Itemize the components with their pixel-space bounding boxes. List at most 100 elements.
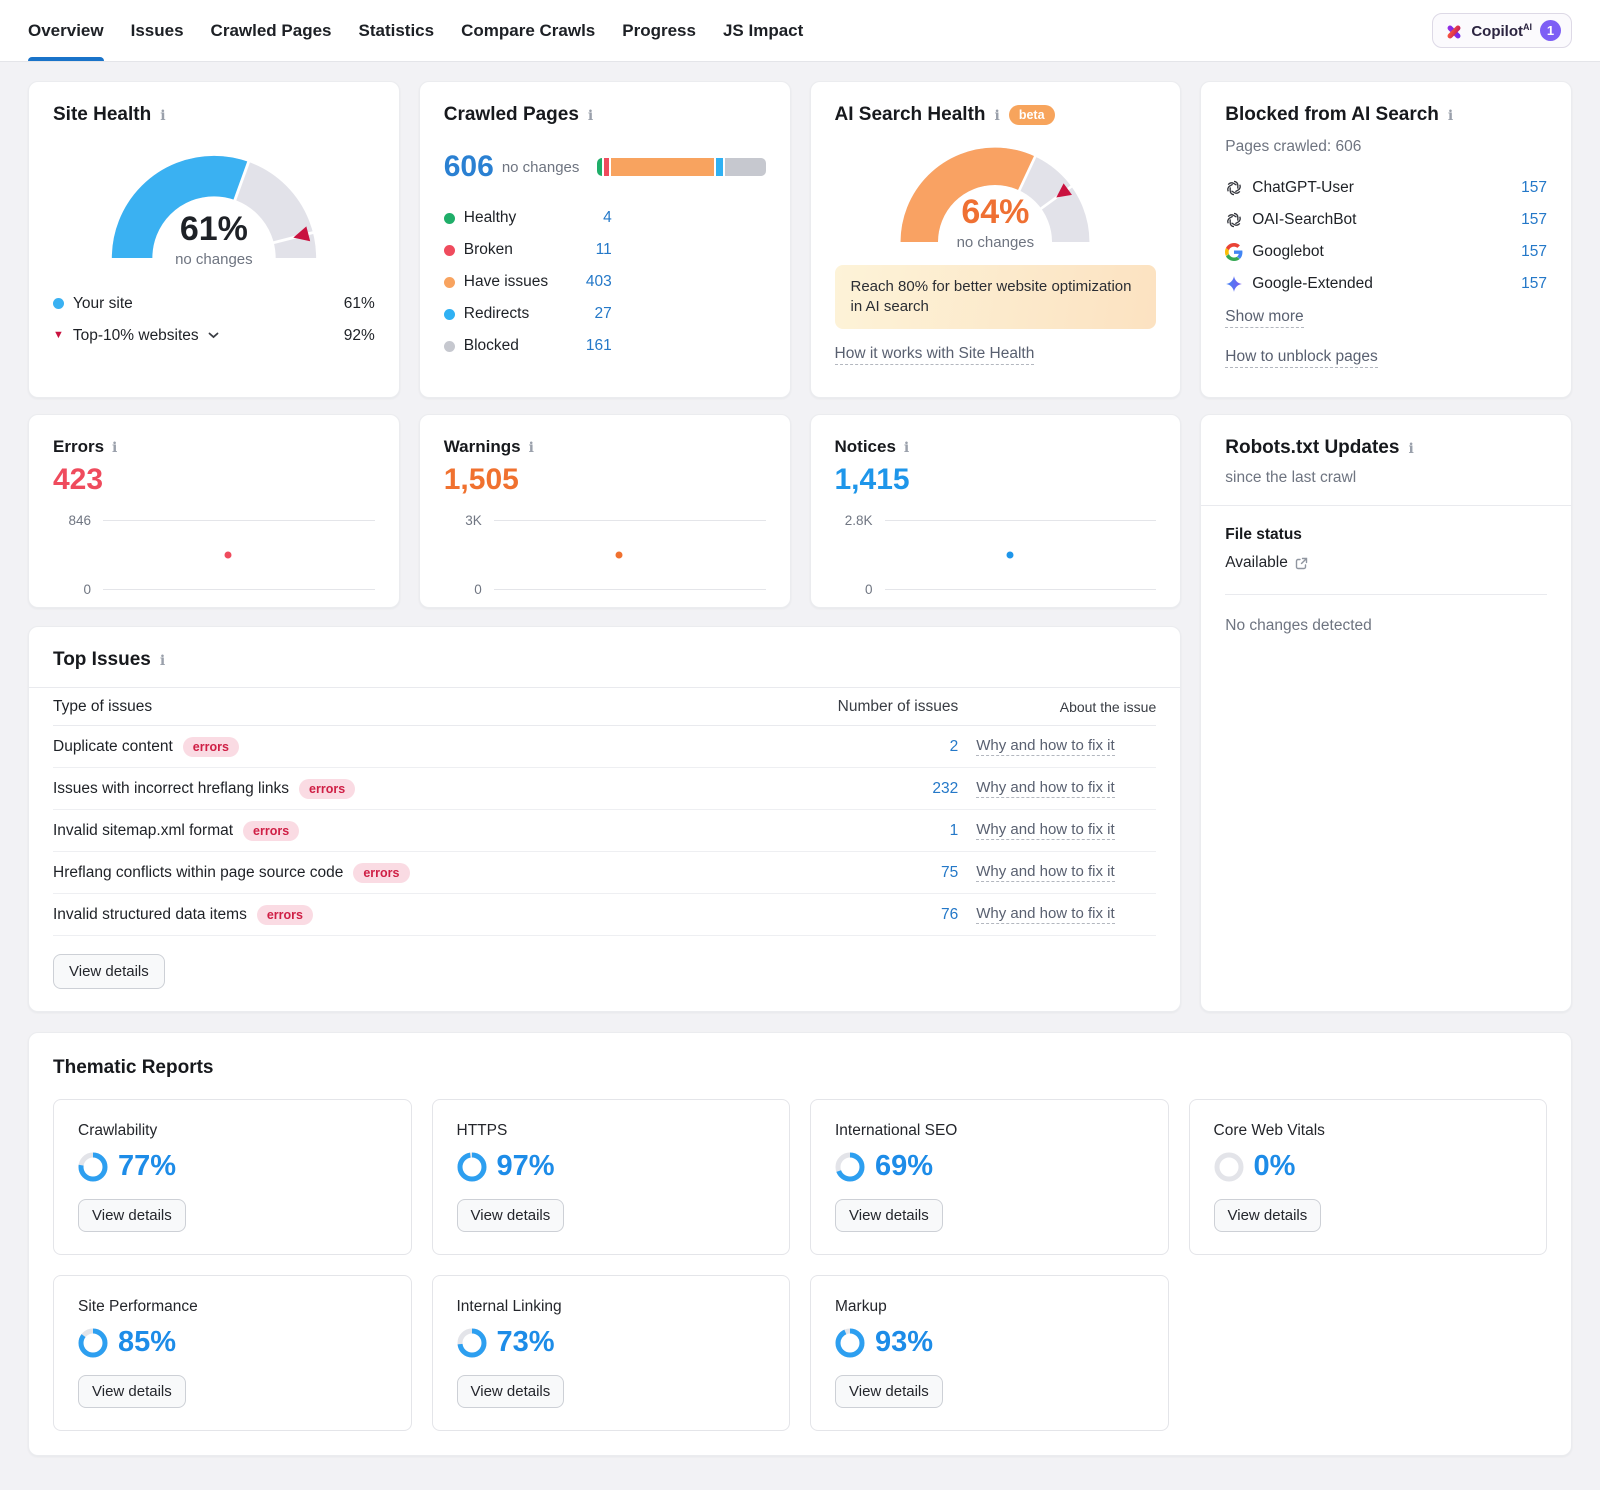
info-icon[interactable]: i — [160, 108, 166, 124]
view-details-button[interactable]: View details — [835, 1199, 943, 1232]
ai-search-health-value: 64% — [961, 192, 1030, 231]
why-how-fix-link[interactable]: Why and how to fix it — [976, 779, 1115, 798]
issue-count-link[interactable]: 2 — [949, 737, 959, 755]
info-icon[interactable]: i — [994, 108, 1000, 124]
tab-issues[interactable]: Issues — [130, 20, 184, 40]
report-label: International SEO — [835, 1122, 958, 1139]
why-how-fix-link[interactable]: Why and how to fix it — [976, 737, 1115, 756]
view-details-button[interactable]: View details — [78, 1375, 186, 1408]
col-about-the-issue: About the issue — [1059, 698, 1157, 715]
copilot-button[interactable]: CopilotAI 1 — [1432, 13, 1572, 48]
bot-count[interactable]: 157 — [1521, 275, 1547, 292]
crawlability-donut — [78, 1152, 108, 1181]
notices-value: 1,415 — [834, 463, 910, 496]
show-more-link[interactable]: Show more — [1225, 308, 1304, 328]
your-site-label: Your site — [73, 294, 133, 312]
why-how-fix-link[interactable]: Why and how to fix it — [976, 863, 1115, 882]
your-site-dot-icon — [53, 298, 64, 310]
bot-count[interactable]: 157 — [1521, 179, 1547, 196]
have-issues-value[interactable]: 403 — [585, 273, 612, 290]
issue-count-link[interactable]: 232 — [932, 779, 959, 797]
why-how-fix-link[interactable]: Why and how to fix it — [976, 905, 1115, 924]
tab-statistics[interactable]: Statistics — [358, 20, 435, 40]
report-site-performance: Site Performance 85% View details — [53, 1275, 412, 1431]
why-how-fix-link[interactable]: Why and how to fix it — [976, 821, 1115, 840]
issue-count-link[interactable]: 76 — [941, 905, 959, 923]
core-web-vitals-donut — [1214, 1152, 1243, 1181]
top10-label: Top-10% websites — [72, 326, 199, 344]
info-icon[interactable]: i — [112, 440, 118, 456]
google-extended-icon — [1225, 275, 1243, 293]
legend-top10-websites[interactable]: ▼ Top-10% websites 92% — [53, 320, 375, 352]
axis-bottom-label: 0 — [83, 582, 91, 597]
errors-title: Errors — [53, 437, 105, 456]
have-issues-label: Have issues — [463, 273, 549, 290]
info-icon[interactable]: i — [1408, 441, 1414, 457]
tab-crawled-pages[interactable]: Crawled Pages — [210, 20, 332, 40]
legend-have-issues: Have issues 403 — [443, 266, 612, 298]
issue-count-link[interactable]: 1 — [949, 821, 959, 839]
view-details-button[interactable]: View details — [456, 1199, 565, 1232]
warnings-data-point[interactable] — [615, 551, 623, 559]
errors-data-point[interactable] — [224, 551, 232, 559]
file-status-value[interactable]: Available — [1225, 554, 1547, 572]
tab-progress[interactable]: Progress — [622, 20, 696, 40]
notices-title: Notices — [834, 437, 896, 456]
redirects-value[interactable]: 27 — [594, 305, 612, 322]
info-icon[interactable]: i — [587, 108, 594, 124]
info-icon[interactable]: i — [159, 653, 166, 669]
bar-segment-healthy — [597, 158, 603, 176]
ai-search-health-sub: no changes — [956, 233, 1035, 251]
report-value: 73% — [496, 1326, 555, 1358]
international-seo-donut — [835, 1152, 865, 1181]
crawled-total: 606 — [443, 150, 494, 183]
tab-compare-crawls[interactable]: Compare Crawls — [461, 20, 596, 40]
bot-count[interactable]: 157 — [1521, 243, 1547, 260]
how-it-works-link[interactable]: How it works with Site Health — [834, 345, 1035, 366]
crawled-pages-card: Crawled Pages i 606 no changes Healthy 4 … — [418, 81, 791, 398]
internal-linking-donut — [457, 1328, 486, 1357]
report-value: 0% — [1253, 1150, 1296, 1182]
axis-top-label: 3K — [465, 513, 482, 528]
bot-count[interactable]: 157 — [1521, 211, 1547, 228]
redirects-label: Redirects — [463, 305, 530, 322]
blocked-dot-icon — [443, 340, 455, 352]
blocked-value[interactable]: 161 — [585, 337, 612, 354]
info-icon[interactable]: i — [528, 440, 534, 456]
blocked-from-ai-search-card: Blocked from AI Search i Pages crawled: 6… — [1200, 81, 1572, 398]
view-details-button[interactable]: View details — [53, 954, 165, 989]
issue-count-link[interactable]: 75 — [941, 863, 959, 881]
site-health-sub: no changes — [175, 250, 253, 268]
copilot-ai-sup: AI — [1523, 21, 1532, 32]
notices-data-point[interactable] — [1006, 551, 1013, 559]
tab-js-impact[interactable]: JS Impact — [722, 20, 804, 40]
beta-badge: beta — [1008, 105, 1055, 125]
crawled-total-sub: no changes — [501, 158, 580, 176]
info-icon[interactable]: i — [903, 440, 910, 456]
ai-search-health-title: AI Search Health — [834, 104, 986, 125]
notices-card: Notices i 1,415 2.8K 0 — [809, 414, 1182, 608]
how-to-unblock-link[interactable]: How to unblock pages — [1225, 348, 1378, 368]
healthy-value[interactable]: 4 — [603, 209, 612, 226]
view-details-button[interactable]: View details — [1213, 1199, 1322, 1232]
axis-bottom-label: 0 — [474, 582, 482, 597]
redirects-dot-icon — [443, 308, 455, 320]
tab-overview[interactable]: Overview — [28, 0, 104, 61]
issue-label: Invalid structured data items — [53, 905, 247, 923]
legend-broken: Broken 11 — [443, 234, 612, 266]
crawled-stacked-bar — [597, 158, 766, 176]
report-label: Site Performance — [78, 1298, 198, 1315]
errors-trend-chart: 846 0 — [53, 513, 375, 597]
report-international-seo: International SEO 69% View details — [810, 1099, 1169, 1255]
view-details-button[interactable]: View details — [835, 1375, 943, 1408]
view-details-button[interactable]: View details — [456, 1375, 565, 1408]
col-number-of-issues: Number of issues — [837, 697, 959, 715]
issue-row-duplicate-content: Duplicate content errors 2 Why and how to… — [53, 726, 1157, 768]
view-details-button[interactable]: View details — [78, 1199, 186, 1232]
info-icon[interactable]: i — [1447, 108, 1454, 124]
tab-bar: Overview Issues Crawled Pages Statistics… — [0, 0, 1600, 62]
top-issues-table: Type of issues Number of issues About th… — [29, 688, 1180, 936]
copilot-count-badge: 1 — [1540, 20, 1561, 41]
bot-row-oai-searchbot: OAI-SearchBot 157 — [1225, 204, 1547, 236]
broken-value[interactable]: 11 — [595, 241, 612, 258]
